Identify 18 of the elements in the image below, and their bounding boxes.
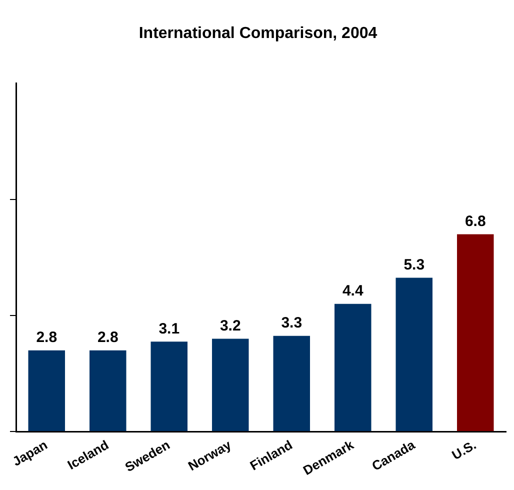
data-label: 3.2	[220, 317, 241, 334]
data-label: 5.3	[404, 256, 425, 274]
data-label: 2.8	[97, 329, 118, 346]
data-label: 3.1	[158, 320, 180, 338]
bar	[457, 234, 494, 432]
bar	[334, 304, 372, 432]
x-tick-label: U.S.	[449, 437, 479, 463]
bar	[273, 336, 310, 432]
bar	[28, 350, 65, 432]
bar	[150, 342, 188, 432]
data-label: 6.8	[464, 212, 486, 230]
bar	[90, 350, 126, 432]
chart-title: International Comparison, 2004	[138, 25, 378, 42]
bar	[212, 338, 249, 432]
data-label: 3.3	[281, 314, 302, 332]
data-label: 4.4	[342, 282, 364, 300]
bar	[396, 278, 432, 432]
data-label: 2.8	[36, 329, 58, 346]
